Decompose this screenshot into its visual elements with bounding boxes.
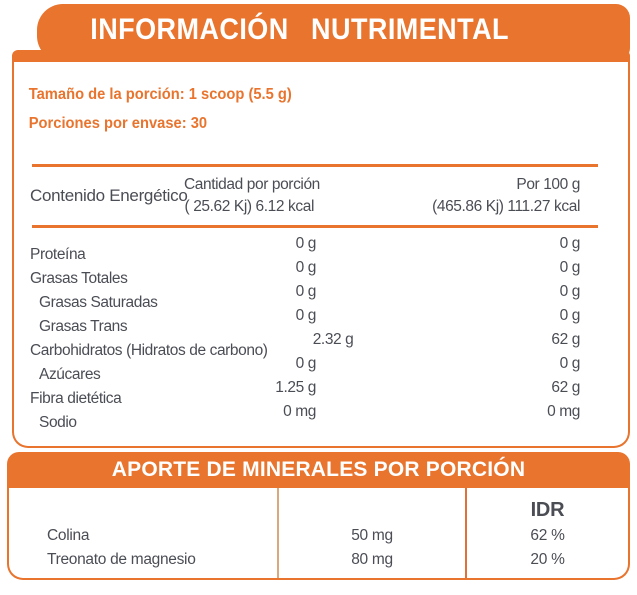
minerals-table: Colina Treonato de magnesio 50 mg 80 mg ID… <box>7 488 630 580</box>
energy-content-label: Contenido Energético <box>30 186 188 205</box>
idr-column-header: IDR <box>530 498 565 521</box>
nutrition-panel: Tamaño de la porción: 1 scoop (5.5 g) Po… <box>12 50 630 448</box>
nutrient-label: Sodio <box>39 414 77 431</box>
per-portion-header-line2: ( 25.62 Kj) 6.12 kcal <box>184 198 315 215</box>
per-portion-column-header: Cantidad por porción ( 25.62 Kj) 6.12 kc… <box>184 174 320 218</box>
energy-row: Azúcares 0 g 0 g <box>14 355 628 384</box>
per-portion-value: 0 g <box>295 307 317 324</box>
nutrient-label: Grasas Totales <box>30 270 128 287</box>
per-portion-value: 0 g <box>295 355 317 372</box>
per-portion-value: 0 g <box>295 235 317 252</box>
minerals-idr-column: IDR 62 % 20 % <box>467 488 628 578</box>
mineral-idr: 20 % <box>530 551 565 568</box>
mineral-amount: 50 mg <box>351 527 393 544</box>
nutrient-label: Grasas Saturadas <box>39 294 158 311</box>
per-100g-column-header: Por 100 g (465.86 Kj) 111.27 kcal <box>314 174 628 218</box>
minerals-name-column: Colina Treonato de magnesio <box>9 488 279 578</box>
divider-rule-bottom <box>32 225 598 228</box>
minerals-name-column-header <box>9 488 277 524</box>
per-portion-value: 1.25 g <box>275 379 316 396</box>
minerals-header: APORTE DE MINERALES POR PORCIÓN <box>7 452 630 488</box>
minerals-amount-column-header <box>279 488 465 524</box>
per-100g-value: 0 g <box>559 283 581 300</box>
nutrient-label: Proteína <box>30 246 86 263</box>
servings-per-container-line: Porciones por envase: 30 <box>28 115 208 132</box>
mineral-name: Colina <box>47 527 90 544</box>
nutrient-label: Fibra dietética <box>30 390 122 407</box>
energy-row: Sodio 0 mg 0 mg <box>14 403 628 432</box>
minerals-title: APORTE DE MINERALES POR PORCIÓN <box>111 458 526 481</box>
per-100g-value: 62 g <box>551 331 580 348</box>
nutrient-label: Azúcares <box>39 366 101 383</box>
mineral-idr: 62 % <box>530 527 565 544</box>
per-portion-value: 0 g <box>295 259 317 276</box>
energy-header-row: Contenido Energético Cantidad por porció… <box>14 167 628 225</box>
mineral-amount: 80 mg <box>351 551 393 568</box>
info-header: INFORMACIÓN NUTRIMENTAL <box>37 4 630 62</box>
per-100g-header-line1: Por 100 g <box>516 176 580 193</box>
minerals-amount-column: 50 mg 80 mg <box>279 488 467 578</box>
divider-rule-top <box>32 164 598 167</box>
serving-size-line: Tamaño de la porción: 1 scoop (5.5 g) <box>28 86 292 103</box>
per-100g-value: 0 g <box>559 355 581 372</box>
per-100g-value: 0 mg <box>547 403 580 420</box>
per-portion-value: 0 mg <box>283 403 316 420</box>
energy-row: Proteína 0 g 0 g <box>14 235 628 264</box>
nutrient-label: Carbohidratos (Hidratos de carbono) <box>30 342 268 359</box>
per-100g-header-line2: (465.86 Kj) 111.27 kcal <box>432 198 580 215</box>
per-portion-value: 0 g <box>295 283 317 300</box>
per-portion-header-line1: Cantidad por porción <box>184 176 320 193</box>
mineral-name: Treonato de magnesio <box>47 551 196 568</box>
nutrition-label: INFORMACIÓN NUTRIMENTAL Tamaño de la por… <box>0 4 637 580</box>
nutrient-label: Grasas Trans <box>39 318 128 335</box>
per-100g-value: 0 g <box>559 307 581 324</box>
serving-info: Tamaño de la porción: 1 scoop (5.5 g) Po… <box>14 62 579 138</box>
energy-row: Grasas Trans 0 g 0 g <box>14 307 628 336</box>
per-100g-value: 62 g <box>551 379 580 396</box>
energy-row: Grasas Saturadas 0 g 0 g <box>14 283 628 312</box>
energy-row: Carbohidratos (Hidratos de carbono) 2.32 … <box>14 331 628 360</box>
energy-row: Grasas Totales 0 g 0 g <box>14 259 628 288</box>
energy-row: Fibra dietética 1.25 g 62 g <box>14 379 628 408</box>
per-portion-value: 2.32 g <box>312 331 354 348</box>
per-100g-value: 0 g <box>559 235 581 252</box>
per-100g-value: 0 g <box>559 259 581 276</box>
info-title: INFORMACIÓN NUTRIMENTAL <box>90 13 509 46</box>
